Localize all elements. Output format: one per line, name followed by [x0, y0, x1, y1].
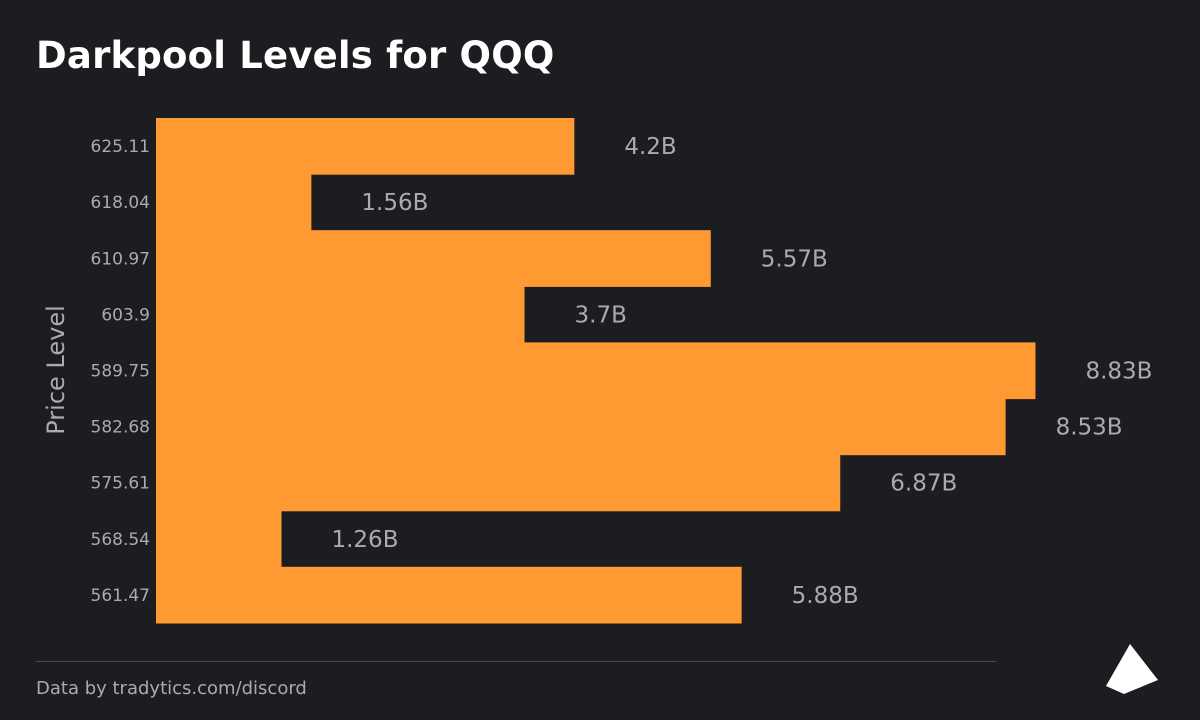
- bar-value-label: 1.56B: [361, 190, 428, 216]
- bar: [156, 398, 1006, 456]
- y-tick-label: 625.11: [91, 137, 150, 157]
- bar: [156, 454, 841, 512]
- y-tick-label: 589.75: [91, 361, 150, 381]
- bar-value-label: 6.87B: [890, 471, 957, 497]
- y-tick-label: 575.61: [91, 474, 150, 494]
- chart-title: Darkpool Levels for QQQ: [36, 34, 555, 77]
- y-axis-label: Price Level: [42, 305, 70, 435]
- bar-series: [156, 118, 1036, 624]
- y-tick-label: 603.9: [101, 305, 150, 325]
- y-tick-label: 610.97: [91, 249, 150, 269]
- bar: [156, 566, 742, 624]
- bar-value-label: 8.53B: [1056, 415, 1123, 441]
- y-tick-label: 561.47: [91, 586, 150, 606]
- bar: [156, 510, 282, 568]
- bar-value-label: 5.57B: [761, 246, 828, 272]
- bar-value-label: 8.83B: [1085, 358, 1152, 384]
- bar: [156, 230, 711, 287]
- bar-value-label: 1.26B: [331, 527, 398, 553]
- y-tick-label: 582.68: [91, 418, 150, 438]
- bar-value-label: 5.88B: [792, 583, 859, 609]
- y-tick-label: 568.54: [91, 530, 150, 550]
- bar: [156, 118, 575, 175]
- bar: [156, 286, 525, 343]
- pyramid-logo-icon: [1106, 644, 1158, 694]
- bar-value-label: 3.7B: [575, 302, 627, 328]
- bar-value-label: 4.2B: [624, 134, 676, 160]
- y-tick-label: 618.04: [91, 193, 150, 213]
- y-axis-ticks: 625.11 618.04 610.97 603.9 589.75 582.68 575.6…: [91, 137, 150, 606]
- footer-divider: [36, 661, 996, 662]
- bar: [156, 342, 1036, 400]
- footer-credit: Data by tradytics.com/discord: [36, 678, 307, 699]
- bar: [156, 174, 312, 231]
- value-labels: 4.2B 1.56B 5.57B 3.7B 8.83B 8.53B 6.87B 1.26B 5.…: [331, 134, 1152, 609]
